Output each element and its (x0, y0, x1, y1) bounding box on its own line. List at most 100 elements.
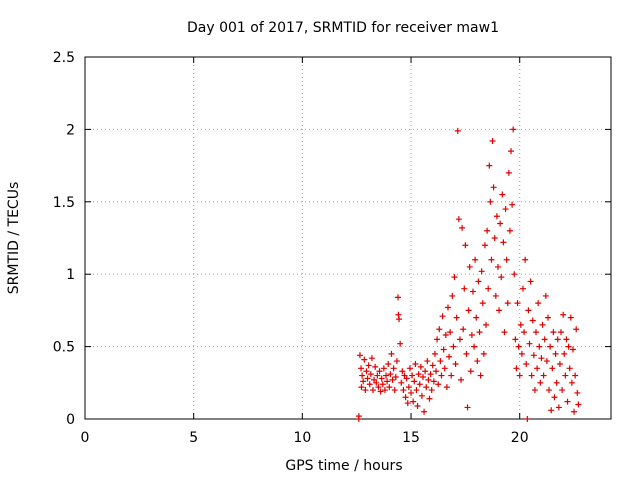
data-point (358, 365, 365, 372)
data-point (423, 384, 430, 391)
data-point (467, 368, 474, 375)
y-tick-label: 2 (66, 122, 75, 138)
data-point (431, 350, 438, 357)
data-point (461, 285, 468, 292)
data-point (422, 368, 429, 375)
data-point (524, 416, 531, 422)
data-point (483, 321, 490, 328)
data-point (426, 395, 433, 402)
data-point (508, 148, 515, 155)
y-tick-label: 0 (66, 412, 75, 428)
data-point (429, 362, 436, 369)
data-point (385, 360, 392, 367)
data-point (435, 381, 442, 388)
data-point (396, 316, 403, 323)
data-point (550, 329, 557, 336)
data-point (527, 278, 534, 285)
data-point (463, 350, 470, 357)
data-point (391, 387, 398, 394)
data-point (405, 384, 412, 391)
data-point (414, 402, 421, 409)
y-tick-label: 2.5 (53, 50, 75, 66)
data-point (446, 353, 453, 360)
data-point (403, 375, 410, 382)
data-point (566, 365, 573, 372)
data-point (512, 336, 519, 343)
data-point (406, 365, 413, 372)
data-point (534, 365, 541, 372)
data-point (366, 381, 373, 388)
data-point (398, 379, 405, 386)
data-point (555, 404, 562, 411)
data-point (517, 321, 524, 328)
data-point (418, 392, 425, 399)
data-point (560, 311, 567, 318)
data-point (413, 387, 420, 394)
data-point (380, 365, 387, 372)
x-tick-label: 0 (81, 430, 90, 446)
data-point (433, 368, 440, 375)
data-point (478, 268, 485, 275)
grid (85, 57, 611, 419)
data-point (462, 242, 469, 249)
data-point (518, 350, 525, 357)
data-point (528, 372, 535, 379)
data-point (490, 184, 497, 191)
data-point (381, 387, 388, 394)
x-tick-label: 15 (402, 430, 420, 446)
data-point (390, 365, 397, 372)
data-point (574, 389, 581, 396)
data-point (477, 372, 484, 379)
data-point (510, 126, 517, 133)
data-point (424, 358, 431, 365)
data-point (519, 285, 526, 292)
data-point (506, 227, 513, 234)
data-point (384, 378, 391, 385)
data-point (404, 400, 411, 407)
data-point (469, 288, 476, 295)
data-point (511, 271, 518, 278)
data-point (438, 372, 445, 379)
data-point (472, 256, 479, 263)
data-point (364, 375, 371, 382)
data-point (547, 343, 554, 350)
data-point (455, 216, 462, 223)
data-point (369, 387, 376, 394)
data-point (356, 352, 363, 359)
data-point (504, 300, 511, 307)
data-point (376, 368, 383, 375)
data-point (388, 350, 395, 357)
data-point (365, 362, 372, 369)
data-point (503, 256, 510, 263)
data-point (465, 307, 472, 314)
data-point (548, 407, 555, 414)
data-point (367, 371, 374, 378)
data-point (471, 343, 478, 350)
data-point (456, 336, 463, 343)
data-point (375, 384, 382, 391)
data-point (485, 285, 492, 292)
data-point (568, 379, 575, 386)
y-tick-label: 0.5 (53, 340, 75, 356)
data-point (434, 336, 441, 343)
data-point (410, 398, 417, 405)
data-point (571, 408, 578, 415)
data-point (355, 413, 362, 420)
data-point (531, 387, 538, 394)
data-point (362, 387, 369, 394)
data-point (522, 256, 529, 263)
data-point (516, 372, 523, 379)
data-point (360, 378, 367, 385)
data-point (460, 326, 467, 333)
axis-ticks: 0 5 10 15 20 0 0.5 1 1.5 2 2.5 (53, 50, 611, 446)
data-point (379, 381, 386, 388)
data-point (374, 372, 381, 379)
data-point (474, 358, 481, 365)
data-point (436, 326, 443, 333)
data-point (439, 313, 446, 320)
data-point (452, 360, 459, 367)
data-point (386, 384, 393, 391)
data-point (556, 360, 563, 367)
data-point (567, 314, 574, 321)
data-point (425, 376, 432, 383)
